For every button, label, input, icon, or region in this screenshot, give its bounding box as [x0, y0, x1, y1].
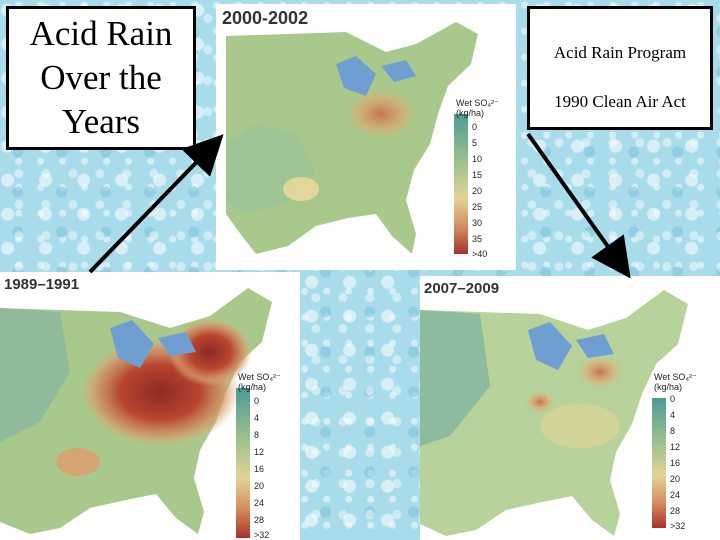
arrow-to-2000-2002 — [88, 134, 224, 274]
legend-tick: 16 — [670, 458, 681, 468]
legend-tick: 20 — [472, 186, 483, 196]
legend-tick: 4 — [670, 410, 676, 420]
legend-tick: 5 — [472, 138, 478, 148]
legend-tick: 0 — [670, 394, 676, 404]
legend-title-line-2: (kg/ha) — [238, 382, 267, 392]
legend-tick: 24 — [670, 490, 681, 500]
legend-tick: >32 — [254, 530, 270, 540]
legend-tick: 20 — [670, 474, 681, 484]
title-line-1: Acid Rain — [29, 14, 173, 53]
legend-title-line-1: Wet SO₄²⁻ — [654, 372, 697, 382]
map-2000-2002: 2000-2002 Wet SO₄²⁻ (kg/ha) 0 5 10 15 20… — [216, 4, 516, 270]
legend-tick: 8 — [254, 430, 260, 440]
legend-title: Wet SO₄²⁻ (kg/ha) — [238, 372, 281, 392]
title-line-2: Over the — [40, 58, 162, 97]
legend-tick: 12 — [254, 447, 265, 457]
legend-title-line-1: Wet SO₄²⁻ — [456, 98, 499, 108]
legend-tick: 0 — [254, 396, 260, 406]
map-period-label: 1989–1991 — [4, 276, 80, 293]
info-box: Acid Rain Program 1990 Clean Air Act — [527, 6, 713, 130]
legend-title-line-1: Wet SO₄²⁻ — [238, 372, 281, 382]
slide-title: Acid Rain Over the Years — [6, 6, 196, 150]
legend-tick: 25 — [472, 202, 483, 212]
legend-tick: 0 — [472, 122, 478, 132]
legend-tick: 30 — [472, 218, 483, 228]
info-clean-air-act: 1990 Clean Air Act — [554, 92, 686, 111]
legend-tick: >32 — [670, 521, 686, 531]
map-1989-1991-graphic — [0, 288, 272, 538]
legend-tick: 20 — [254, 481, 265, 491]
map-period-label: 2007–2009 — [424, 280, 500, 297]
map-2000-2002-graphic — [226, 22, 478, 254]
map-period-label: 2000-2002 — [222, 8, 309, 28]
legend-tick: 24 — [254, 498, 265, 508]
legend-tick: 16 — [254, 464, 265, 474]
legend-tick: 28 — [670, 506, 681, 516]
legend-tick: 12 — [670, 442, 681, 452]
title-line-3: Years — [61, 102, 141, 141]
map-2007-2009: 2007–2009 Wet SO₄²⁻ (kg/ha) 0 4 8 12 16 … — [420, 276, 720, 540]
legend-tick: 8 — [670, 426, 676, 436]
legend-tick: 28 — [254, 515, 265, 525]
map-1989-1991: 1989–1991 Wet SO₄²⁻ (kg/ha) 0 4 8 12 16 … — [0, 272, 300, 540]
legend-title: Wet SO₄²⁻ (kg/ha) — [456, 98, 499, 118]
legend-tick: 4 — [254, 413, 260, 423]
legend-tick: 35 — [472, 234, 483, 244]
arrow-to-2007-2009 — [526, 132, 631, 279]
legend-tick: 10 — [472, 154, 483, 164]
legend-title-line-2: (kg/ha) — [654, 382, 683, 392]
info-acid-rain-program: Acid Rain Program — [553, 43, 687, 62]
legend-tick: 15 — [472, 170, 483, 180]
legend-title-line-2: (kg/ha) — [456, 108, 485, 118]
map-2007-2009-graphic — [420, 290, 688, 536]
legend-title: Wet SO₄²⁻ (kg/ha) — [654, 372, 697, 392]
legend-tick: >40 — [472, 249, 488, 259]
